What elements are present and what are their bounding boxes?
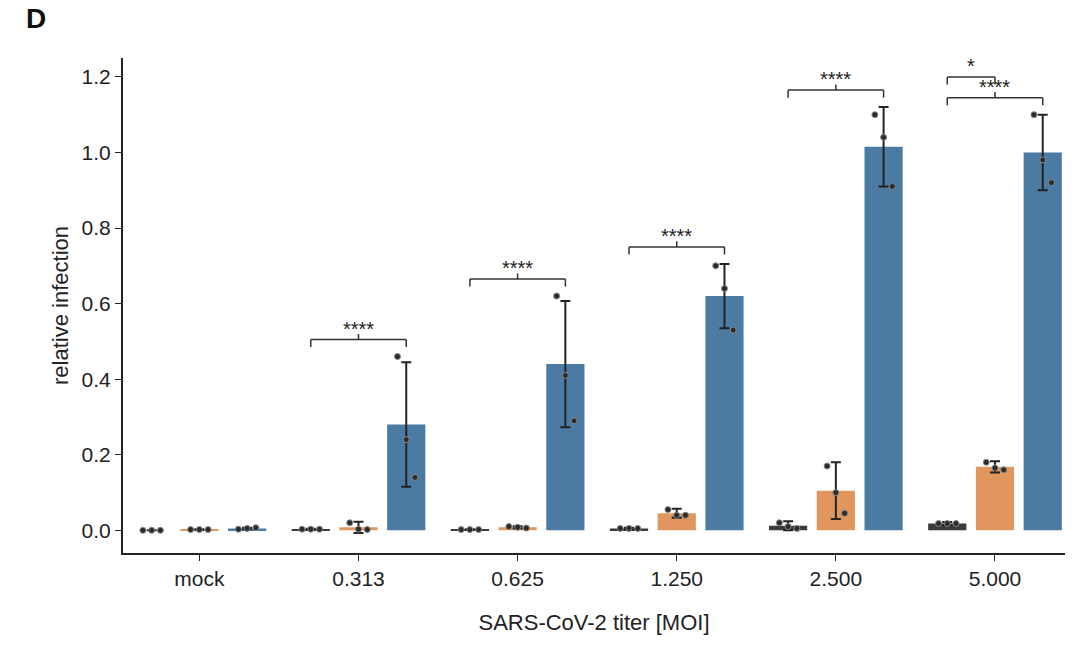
svg-text:****: **** bbox=[343, 318, 374, 340]
svg-text:****: **** bbox=[979, 76, 1010, 98]
svg-text:0.2: 0.2 bbox=[82, 443, 111, 466]
svg-text:*: * bbox=[967, 55, 975, 77]
svg-text:2.500: 2.500 bbox=[810, 567, 863, 590]
svg-text:0.8: 0.8 bbox=[82, 216, 111, 239]
svg-text:0.6: 0.6 bbox=[82, 292, 111, 315]
svg-text:5.000: 5.000 bbox=[969, 567, 1022, 590]
svg-text:****: **** bbox=[820, 68, 851, 90]
svg-text:****: **** bbox=[502, 257, 533, 279]
svg-text:0.313: 0.313 bbox=[332, 567, 385, 590]
svg-text:1.2: 1.2 bbox=[82, 65, 111, 88]
svg-text:1.250: 1.250 bbox=[650, 567, 703, 590]
svg-text:0.4: 0.4 bbox=[82, 368, 112, 391]
svg-text:1.0: 1.0 bbox=[82, 141, 111, 164]
svg-text:0.625: 0.625 bbox=[491, 567, 544, 590]
svg-text:relative infection: relative infection bbox=[48, 226, 73, 385]
svg-text:****: **** bbox=[661, 225, 692, 247]
svg-text:mock: mock bbox=[174, 567, 225, 590]
svg-text:D: D bbox=[26, 3, 46, 34]
svg-text:SARS-CoV-2 titer [MOI]: SARS-CoV-2 titer [MOI] bbox=[478, 610, 709, 635]
svg-text:0.0: 0.0 bbox=[82, 519, 111, 542]
